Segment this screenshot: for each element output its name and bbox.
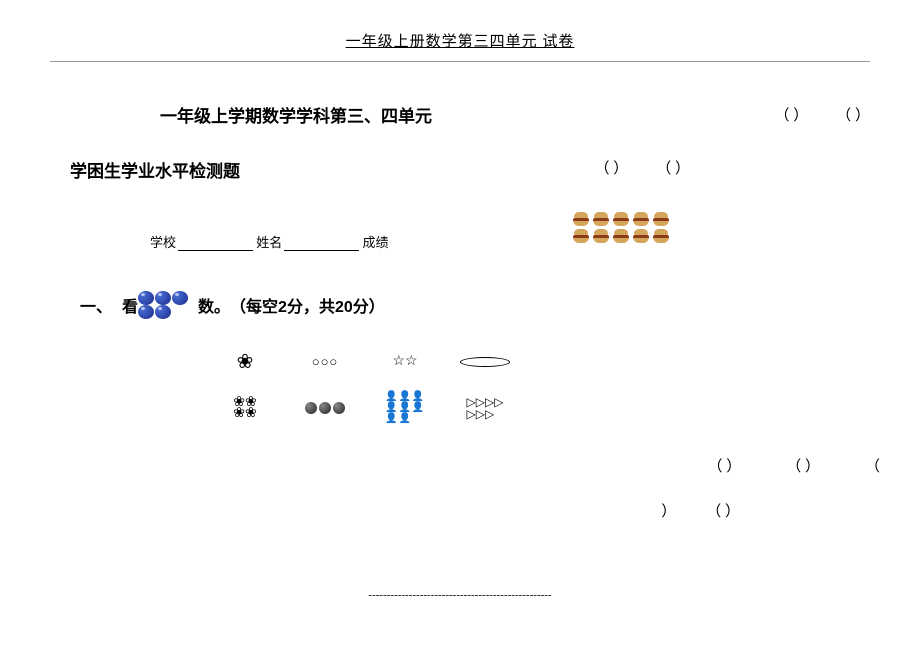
burger-icon <box>652 229 670 243</box>
footer-dashes: ----------------------------------------… <box>368 589 551 601</box>
section-char: 数。 <box>198 293 230 317</box>
paren: （ ） <box>836 104 870 125</box>
name-label: 姓名 <box>256 235 282 250</box>
name-blank <box>284 237 359 251</box>
section-scoring: （每空2分，共20分） <box>230 293 385 317</box>
circles-cell: ○○○ <box>300 354 350 370</box>
plate-icon <box>460 357 510 367</box>
burger-icon <box>612 229 630 243</box>
burger-icon <box>632 229 650 243</box>
blue-balls <box>138 291 188 319</box>
subtitle-row: 学困生学业水平检测题 （ ） （ ） <box>50 157 870 182</box>
info-row: 学校 姓名 成绩 <box>50 212 870 251</box>
small-balls-cell <box>300 402 350 414</box>
burger-group <box>572 212 670 251</box>
flags-icon: ▷▷▷▷ ▷▷▷ <box>467 396 504 420</box>
paren: （ ） <box>706 500 740 521</box>
header-line <box>50 61 870 62</box>
school-blank <box>178 237 253 251</box>
ball-icon <box>155 291 171 305</box>
burger-icon <box>592 229 610 243</box>
paren: （ ） <box>594 157 628 178</box>
section-number: 一、 <box>80 293 112 317</box>
flowers-cell: ❀❀ ❀❀ <box>220 397 270 419</box>
title-row: 一年级上学期数学学科第三、四单元 （ ） （ ） <box>50 102 870 127</box>
flower-cell: ❀ <box>220 349 270 374</box>
school-label: 学校 <box>150 235 176 250</box>
info-fields: 学校 姓名 成绩 <box>150 232 391 251</box>
icons-table: ❀ ○○○ ☆☆ ❀❀ ❀❀ 👤👤👤👤 <box>220 349 870 424</box>
bottom-parens-row-1: （ ） （ ） （ <box>707 455 880 476</box>
top-right-parens: （ ） （ ） <box>774 104 870 125</box>
icons-row-2: ❀❀ ❀❀ 👤👤👤👤 👤👤👤👤 ▷▷▷▷ ▷▷▷ <box>220 392 870 424</box>
burger-icon <box>632 212 650 226</box>
subtitle: 学困生学业水平检测题 <box>70 157 240 182</box>
circles-icon: ○○○ <box>312 354 339 370</box>
flower-icon: ❀ <box>237 349 254 374</box>
section-prefix: 看 <box>122 293 138 317</box>
people-icon: 👤👤👤👤 👤👤👤👤 <box>385 392 425 424</box>
burger-icon <box>652 212 670 226</box>
burger-row <box>572 212 670 226</box>
flowers-multi-icon: ❀❀ ❀❀ <box>233 397 256 419</box>
burger-icon <box>612 212 630 226</box>
stars-cell: ☆☆ <box>380 353 430 370</box>
plate-cell <box>460 357 510 367</box>
burger-icon <box>572 212 590 226</box>
small-balls-icon <box>305 402 345 414</box>
paren: （ <box>865 455 880 476</box>
ball-icon <box>138 305 154 319</box>
paren: （ ） <box>786 455 820 476</box>
paren: （ ） <box>774 104 808 125</box>
paren: （ ） <box>707 455 741 476</box>
paren: （ ） <box>656 157 690 178</box>
ball-icon <box>155 305 171 319</box>
burger-icon <box>592 212 610 226</box>
ball-icon <box>172 291 188 305</box>
icons-row-1: ❀ ○○○ ☆☆ <box>220 349 870 374</box>
burger-icon <box>572 229 590 243</box>
section-1-row: 一、 看 数。 （每空2分，共20分） <box>80 291 870 319</box>
middle-parens: （ ） （ ） <box>594 157 690 178</box>
people-cell: 👤👤👤👤 👤👤👤👤 <box>380 392 430 424</box>
score-label: 成绩 <box>363 235 389 250</box>
flags-cell: ▷▷▷▷ ▷▷▷ <box>460 396 510 420</box>
ball-icon <box>138 291 154 305</box>
main-title: 一年级上学期数学学科第三、四单元 <box>160 102 432 127</box>
bottom-parens-row-2: ） （ ） <box>661 500 740 521</box>
burger-row <box>572 229 670 243</box>
paren: ） <box>661 500 676 521</box>
stars-icon: ☆☆ <box>392 353 417 370</box>
page-header: 一年级上册数学第三四单元 试卷 <box>50 30 870 51</box>
